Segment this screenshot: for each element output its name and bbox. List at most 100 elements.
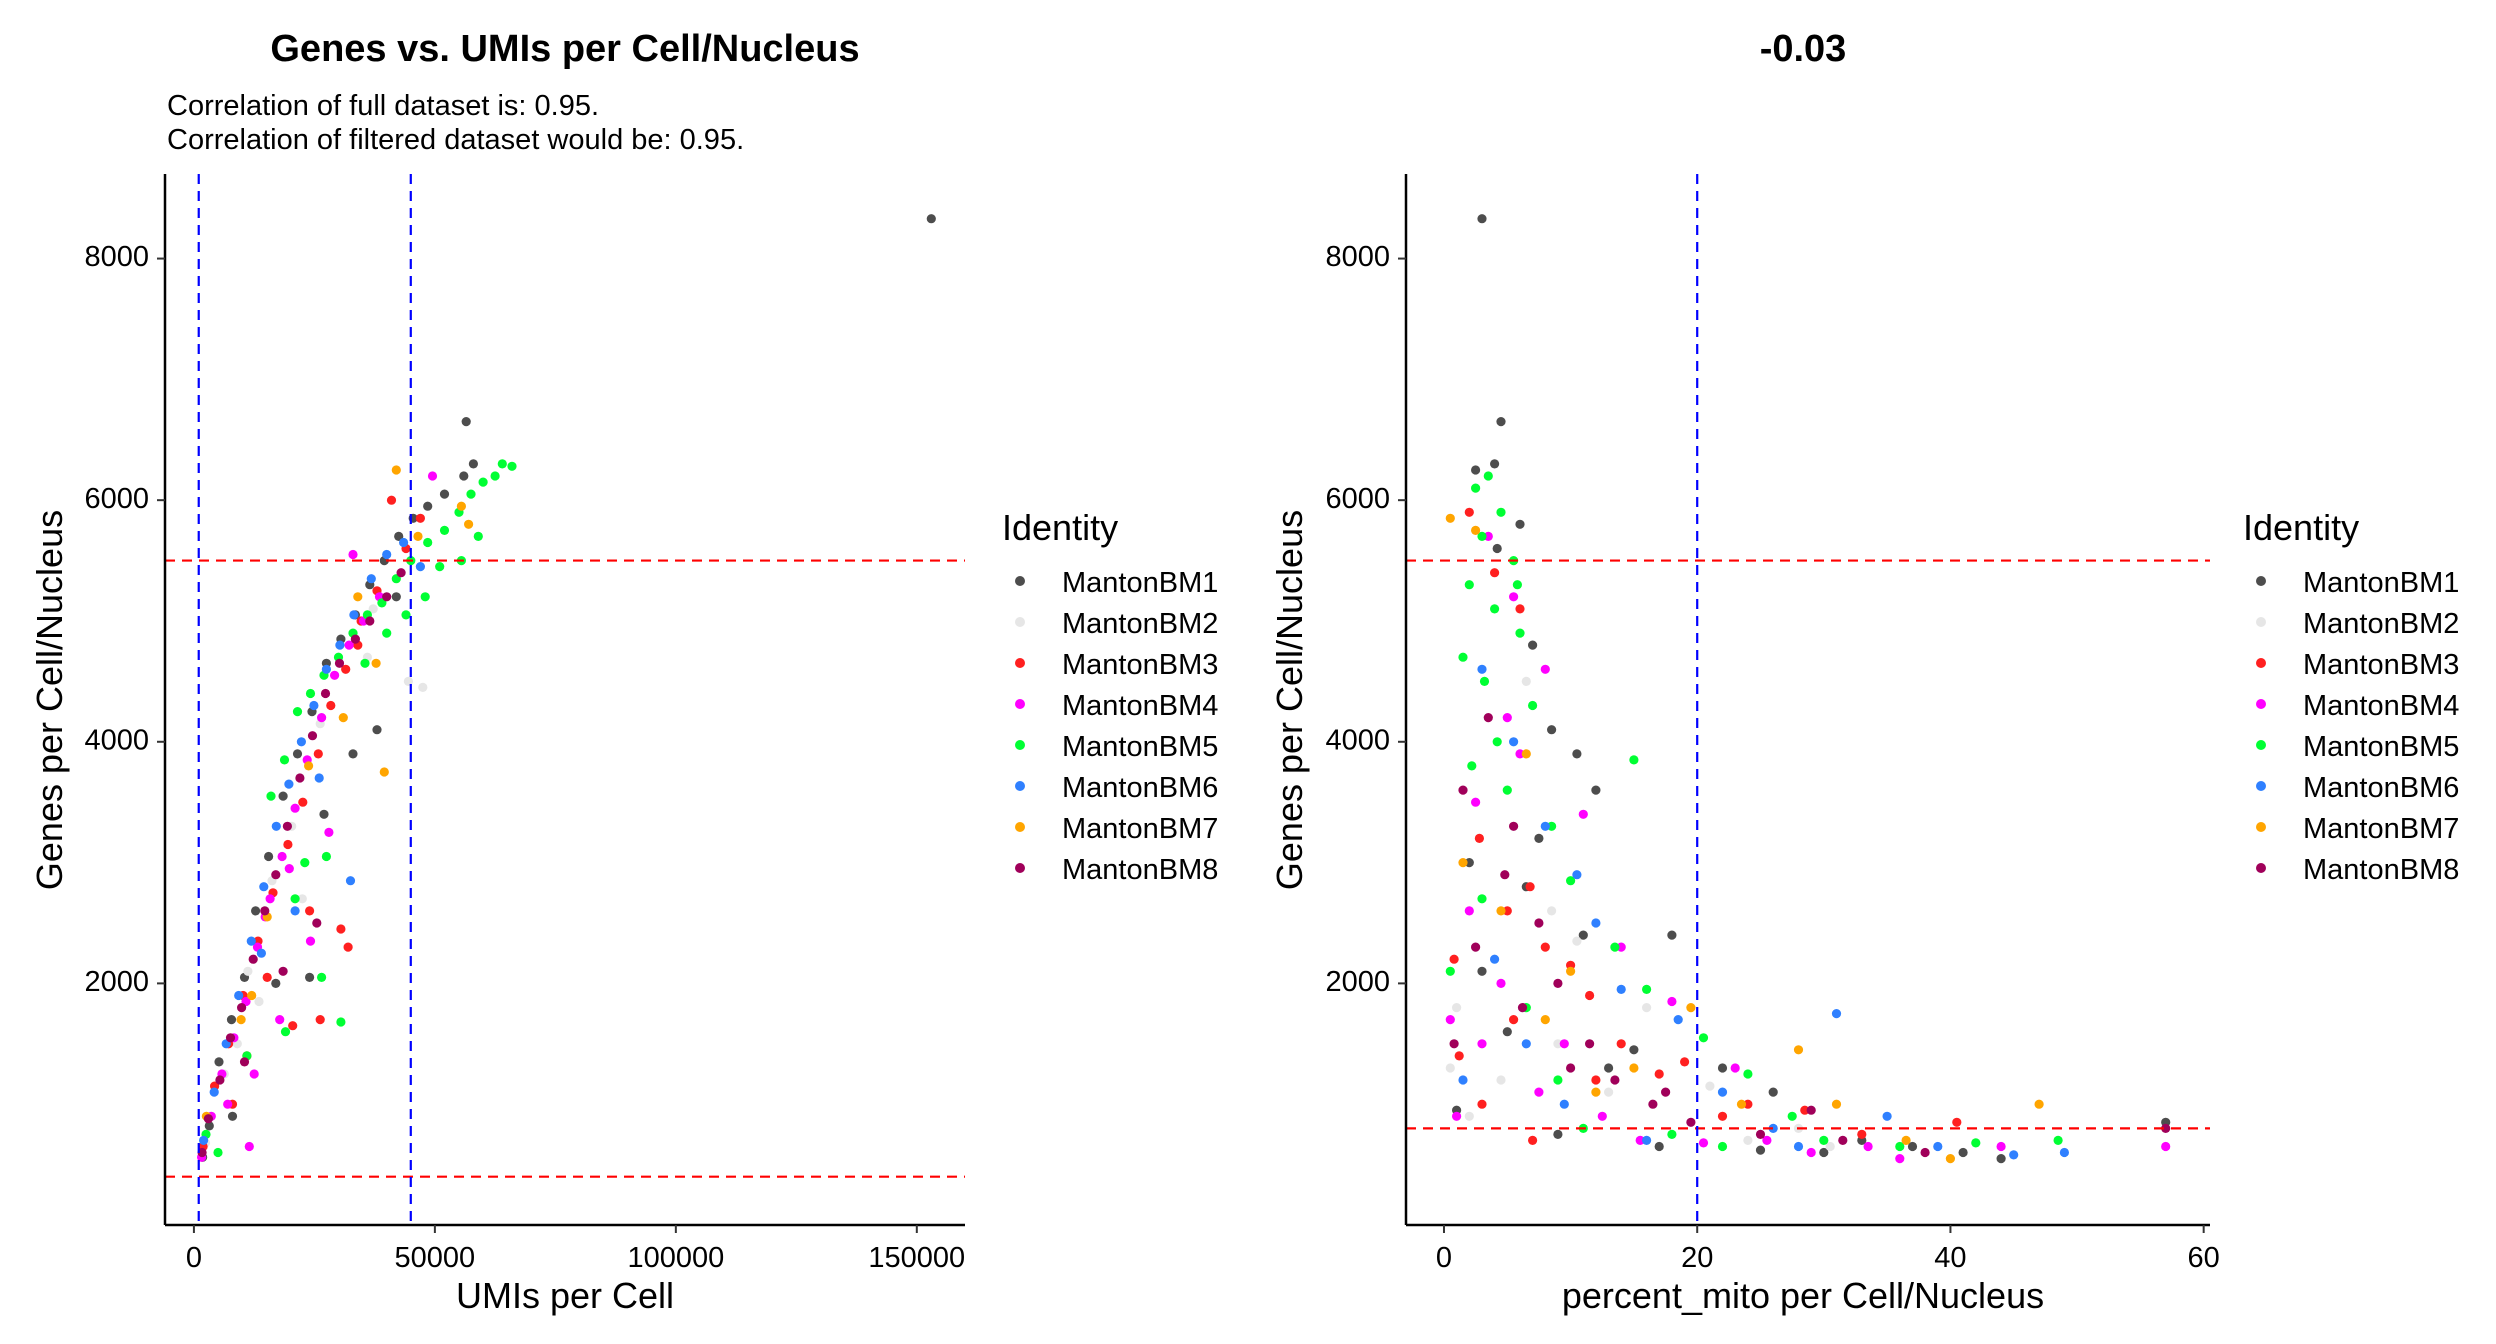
scatter-point [415, 562, 425, 572]
left-chart-title: Genes vs. UMIs per Cell/Nucleus [270, 28, 859, 70]
scatter-point [1578, 809, 1588, 819]
scatter-point [353, 592, 363, 602]
scatter-point [297, 894, 307, 904]
scatter-point [1496, 1075, 1506, 1085]
scatter-point [1500, 870, 1510, 880]
scatter-point [1743, 1069, 1753, 1079]
scatter-point [251, 906, 261, 916]
scatter-point [1471, 525, 1481, 536]
legend-key-dot [2256, 863, 2266, 873]
scatter-point [298, 797, 308, 807]
scatter-point [420, 592, 430, 602]
left-y-ticks: 2000 4000 6000 8000 [84, 241, 165, 998]
scatter-point [1464, 906, 1474, 916]
scatter-point [1502, 713, 1512, 723]
scatter-point [315, 1015, 325, 1025]
legend-key-dot [2256, 617, 2266, 627]
scatter-point [1547, 821, 1557, 831]
scatter-point [1616, 942, 1626, 952]
scatter-point [1449, 954, 1459, 964]
right-x-axis-title: percent_mito per Cell/Nucleus [1562, 1275, 2044, 1316]
scatter-point [1452, 1111, 1462, 1121]
scatter-point [1604, 1063, 1614, 1073]
scatter-point [1515, 519, 1525, 529]
right-plot-area [1406, 174, 2210, 1225]
scatter-point [1458, 1075, 1468, 1085]
scatter-point [1471, 483, 1481, 493]
scatter-point [1755, 1129, 1766, 1139]
scatter-point [2059, 1147, 2069, 1158]
scatter-point [1648, 1099, 1658, 1109]
scatter-point [1730, 1063, 1740, 1073]
scatter-point [1540, 1015, 1550, 1025]
scatter-point [335, 640, 345, 650]
scatter-point [209, 1087, 219, 1097]
legend-key-dot [1015, 781, 1025, 791]
scatter-point [1838, 1135, 1848, 1145]
legend-label: MantonBM2 [1062, 608, 1218, 640]
scatter-point [1496, 507, 1506, 517]
scatter-point [1819, 1147, 1829, 1158]
scatter-point [1971, 1138, 1981, 1148]
scatter-point [1717, 1087, 1728, 1097]
scatter-point [1458, 858, 1468, 868]
scatter-point [350, 634, 360, 644]
scatter-point [264, 851, 274, 862]
scatter-point [1553, 1039, 1563, 1049]
scatter-point [225, 1033, 236, 1043]
scatter-point [1566, 1063, 1576, 1073]
scatter-point [345, 876, 356, 886]
scatter-point [1863, 1141, 1873, 1152]
scatter-point [1509, 592, 1519, 602]
scatter-point [1474, 833, 1484, 844]
scatter-point [1895, 1141, 1905, 1152]
scatter-point [292, 707, 303, 717]
scatter-point [1445, 1015, 1455, 1025]
scatter-point [1661, 1087, 1671, 1097]
legend-key-dot [1015, 699, 1025, 709]
scatter-point [461, 417, 471, 427]
right-legend: Identity MantonBM1 MantonBM2 MantonBM3 Mant… [2243, 507, 2459, 886]
scatter-point [336, 1017, 346, 1027]
scatter-point [236, 1015, 246, 1025]
scatter-point [1483, 713, 1493, 723]
scatter-point [1458, 785, 1468, 795]
left-chart-subtitle-1: Correlation of full dataset is: 0.95. [167, 90, 599, 122]
legend-label: MantonBM5 [2303, 731, 2459, 763]
scatter-point [1591, 918, 1601, 928]
scatter-point [348, 549, 358, 560]
scatter-point [365, 616, 375, 626]
legend-label: MantonBM6 [2303, 772, 2459, 804]
scatter-point [271, 978, 281, 989]
scatter-point [1515, 749, 1525, 759]
scatter-point [1717, 1111, 1728, 1121]
legend-key-dot [1015, 658, 1025, 668]
scatter-point [292, 749, 303, 759]
scatter-point [1566, 876, 1576, 886]
scatter-point [1907, 1141, 1918, 1152]
scatter-point [313, 749, 323, 759]
scatter-point [2034, 1099, 2044, 1109]
scatter-point [1477, 214, 1487, 224]
scatter-point [284, 864, 294, 874]
scatter-point [1471, 465, 1481, 475]
scatter-point [290, 906, 300, 916]
scatter-point [423, 537, 433, 548]
scatter-point [1768, 1087, 1778, 1097]
scatter-point [459, 471, 469, 481]
legend-label: MantonBM4 [1062, 690, 1218, 722]
scatter-point [321, 851, 331, 862]
scatter-point [1736, 1099, 1747, 1109]
scatter-point [1464, 858, 1474, 868]
left-panel: Genes vs. UMIs per Cell/Nucleus Correlat… [29, 28, 1218, 1316]
scatter-point [237, 1003, 247, 1013]
scatter-point [1901, 1135, 1911, 1145]
scatter-point [1572, 936, 1582, 946]
scatter-point [1831, 1099, 1842, 1109]
right-x-ticks: 0 20 40 60 [1436, 1225, 2220, 1274]
scatter-point [1585, 990, 1595, 1001]
scatter-point [1597, 1111, 1607, 1121]
left-chart-subtitle-2: Correlation of filtered dataset would be… [167, 124, 744, 156]
legend-label: MantonBM3 [2303, 649, 2459, 681]
scatter-point [1591, 785, 1601, 795]
